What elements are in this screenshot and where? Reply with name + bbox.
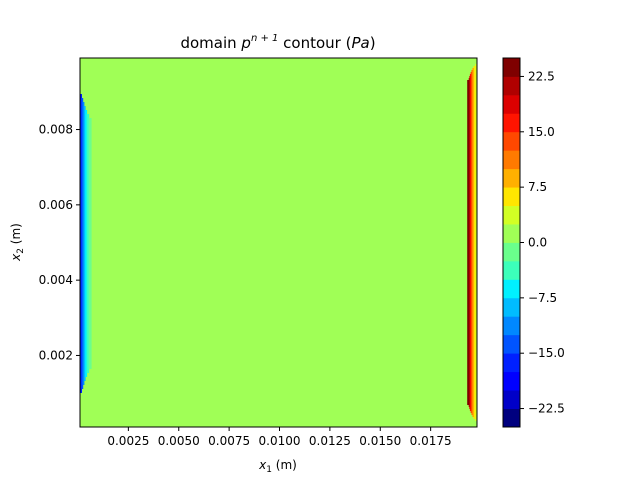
contour-band bbox=[81, 98, 84, 389]
x-axis-ticks: 0.0025 0.0050 0.0075 0.0100 0.0125 0.0150 0.01… bbox=[107, 427, 452, 448]
colorbar-band bbox=[503, 150, 520, 170]
x-tick-label: 0.0050 bbox=[158, 434, 200, 448]
colorbar-band bbox=[503, 316, 520, 336]
contour-band bbox=[83, 106, 86, 381]
contour-band bbox=[469, 74, 472, 411]
x-tick-label: 0.0025 bbox=[107, 434, 149, 448]
colorbar-band bbox=[503, 224, 520, 243]
colorbar-band bbox=[503, 408, 520, 428]
colorbar-band bbox=[503, 334, 520, 354]
colorbar-band bbox=[503, 131, 520, 151]
contour-band bbox=[80, 94, 82, 393]
colorbar-tick-label: 7.5 bbox=[528, 180, 547, 194]
contour-band bbox=[467, 80, 470, 405]
contour-band bbox=[475, 64, 477, 421]
y-tick-label: 0.002 bbox=[39, 348, 73, 362]
y-axis-label: x2 (m) bbox=[9, 223, 26, 262]
colorbar-band bbox=[503, 187, 520, 206]
colorbar-tick-label: −7.5 bbox=[528, 291, 557, 305]
colorbar-band bbox=[503, 390, 520, 409]
x-tick-label: 0.0150 bbox=[359, 434, 401, 448]
contour-field-interior bbox=[80, 58, 477, 427]
y-axis-ticks: 0.002 0.004 0.006 0.008 bbox=[39, 123, 80, 362]
x-tick-label: 0.0175 bbox=[410, 434, 452, 448]
colorbar-band bbox=[503, 260, 520, 280]
contour-band bbox=[88, 118, 92, 369]
colorbar-band bbox=[503, 297, 520, 317]
contour-band bbox=[473, 66, 476, 419]
colorbar-ticks: −22.5 −15.0 −7.5 0.0 7.5 15.0 22.5 bbox=[520, 69, 565, 416]
contour-band bbox=[472, 68, 474, 417]
colorbar-band bbox=[503, 168, 520, 188]
x-tick-label: 0.0100 bbox=[259, 434, 301, 448]
colorbar-band bbox=[503, 353, 520, 373]
contour-band bbox=[468, 78, 470, 407]
contour-right-edge bbox=[467, 64, 477, 421]
colorbar-tick-label: −22.5 bbox=[528, 402, 565, 416]
colorbar-band bbox=[503, 242, 520, 262]
chart-title: domain pn + 1 contour (Pa) bbox=[180, 33, 375, 52]
colorbar-tick-label: −15.0 bbox=[528, 346, 565, 360]
y-tick-label: 0.004 bbox=[39, 273, 73, 287]
contour-band bbox=[471, 70, 473, 415]
x-tick-label: 0.0125 bbox=[309, 434, 351, 448]
x-axis-label: x1 (m) bbox=[258, 458, 297, 475]
colorbar-band bbox=[503, 113, 520, 133]
contour-band bbox=[470, 72, 472, 413]
colorbar-band bbox=[503, 94, 520, 114]
y-tick-label: 0.008 bbox=[39, 123, 73, 137]
colorbar-band bbox=[503, 205, 520, 225]
contour-left-edge bbox=[80, 94, 92, 393]
contour-plot-area bbox=[80, 58, 477, 427]
colorbar-band bbox=[503, 371, 520, 391]
colorbar-tick-label: 22.5 bbox=[528, 69, 555, 83]
plot-frame bbox=[79, 57, 478, 428]
x-tick-label: 0.0075 bbox=[208, 434, 250, 448]
contour-band bbox=[85, 110, 88, 377]
colorbar bbox=[503, 58, 520, 428]
colorbar-tick-label: 15.0 bbox=[528, 125, 555, 139]
colorbar-band bbox=[503, 58, 520, 77]
contour-band bbox=[86, 114, 90, 373]
colorbar-band bbox=[503, 279, 520, 299]
contour-band bbox=[82, 102, 85, 385]
colorbar-tick-label: 0.0 bbox=[528, 236, 547, 250]
colorbar-band bbox=[503, 76, 520, 96]
y-tick-label: 0.006 bbox=[39, 198, 73, 212]
contour-band bbox=[469, 76, 471, 409]
